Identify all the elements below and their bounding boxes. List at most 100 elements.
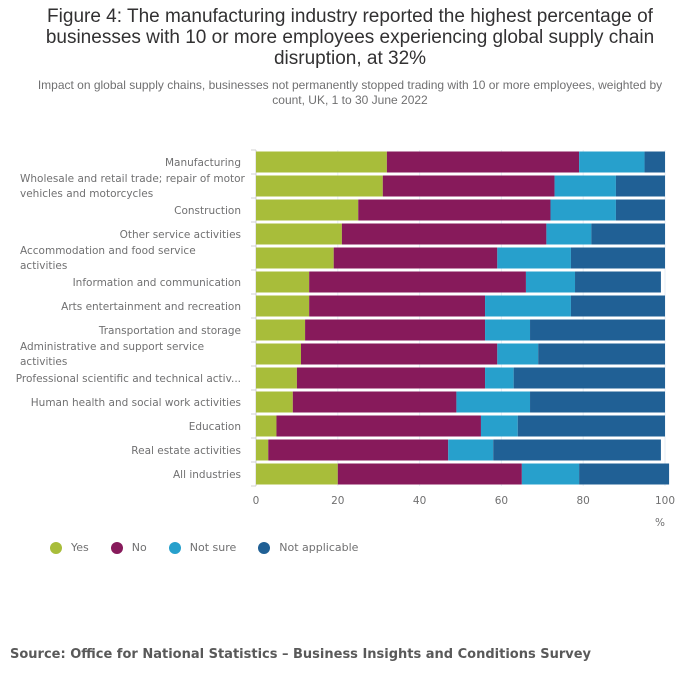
category-labels: Manufacturing Wholesale and retail trade;… xyxy=(16,157,246,481)
category-label: Other service activities xyxy=(120,229,241,241)
legend-label: Yes xyxy=(71,541,89,554)
bar-segment-not-applicable[interactable] xyxy=(530,319,665,341)
bar-segment-not-applicable[interactable] xyxy=(570,247,665,269)
bar-segment-not-applicable[interactable] xyxy=(517,415,665,437)
bar-segment-no[interactable] xyxy=(358,199,551,221)
category-label: Construction xyxy=(174,205,241,217)
bar-segment-not-sure[interactable] xyxy=(485,319,531,341)
x-tick-label: 20 xyxy=(331,495,344,507)
legend-marker-yes xyxy=(50,541,62,554)
legend-marker-no xyxy=(110,541,123,554)
category-label: activities xyxy=(20,356,67,368)
bar-segment-no[interactable] xyxy=(341,223,547,245)
bar-segment-no[interactable] xyxy=(292,391,457,413)
category-label: Arts entertainment and recreation xyxy=(61,301,241,313)
bar-segment-not-applicable[interactable] xyxy=(575,271,661,293)
bar-segment-not-sure[interactable] xyxy=(554,175,616,197)
bar-segment-no[interactable] xyxy=(305,319,486,341)
legend-label: No xyxy=(131,541,147,554)
bar-segment-not-applicable[interactable] xyxy=(615,175,665,197)
bar-segment-no[interactable] xyxy=(296,367,486,389)
bar-segment-not-applicable[interactable] xyxy=(591,223,665,245)
source-note: Source: Office for National Statistics –… xyxy=(10,647,592,662)
bar-segment-not-sure[interactable] xyxy=(497,247,571,269)
bar-segment-not-sure[interactable] xyxy=(550,199,616,221)
bar-segment-not-applicable[interactable] xyxy=(615,199,665,221)
x-tick-label: 60 xyxy=(495,495,508,507)
bar-segment-no[interactable] xyxy=(333,247,498,269)
bar-segment-not-sure[interactable] xyxy=(485,367,514,389)
legend-item-yes[interactable]: Yes xyxy=(50,541,89,554)
chart-subtitle: Impact on global supply chains, business… xyxy=(37,78,663,107)
bar-segment-not-sure[interactable] xyxy=(521,463,580,485)
category-label: Wholesale and retail trade; repair of mo… xyxy=(20,173,246,185)
legend-label: Not applicable xyxy=(279,541,359,554)
bar-segment-yes[interactable] xyxy=(256,271,310,293)
category-label: vehicles and motorcycles xyxy=(20,188,153,200)
legend-marker-not-applicable xyxy=(258,541,271,554)
bar-segment-yes[interactable] xyxy=(256,247,334,269)
x-tick-label: 80 xyxy=(577,495,590,507)
legend-item-not-sure[interactable]: Not sure xyxy=(168,541,237,554)
bars xyxy=(256,151,670,485)
bar-segment-yes[interactable] xyxy=(256,175,383,197)
bar-segment-no[interactable] xyxy=(300,343,498,365)
legend-item-not-applicable[interactable]: Not applicable xyxy=(258,541,358,554)
category-label: Administrative and support service xyxy=(20,341,204,353)
category-label: Human health and social work activities xyxy=(31,397,241,409)
bar-segment-not-applicable[interactable] xyxy=(513,367,665,389)
bar-segment-no[interactable] xyxy=(276,415,481,437)
bar-segment-not-sure[interactable] xyxy=(448,439,494,461)
bar-segment-not-sure[interactable] xyxy=(546,223,592,245)
legend-item-no[interactable]: No xyxy=(110,541,147,554)
x-axis-ticks: 0 20 40 60 80 100 xyxy=(253,495,675,507)
x-tick-label: 0 xyxy=(253,495,260,507)
category-label: Professional scientific and technical ac… xyxy=(16,373,241,385)
bar-segment-yes[interactable] xyxy=(256,367,297,389)
x-tick-label: 40 xyxy=(413,495,426,507)
category-label: Education xyxy=(189,421,241,433)
bar-segment-not-applicable[interactable] xyxy=(579,463,670,485)
category-label: activities xyxy=(20,260,67,272)
bar-segment-yes[interactable] xyxy=(256,295,310,317)
x-tick-label: 100 xyxy=(655,495,675,507)
bar-segment-no[interactable] xyxy=(309,295,486,317)
bar-segment-yes[interactable] xyxy=(256,439,269,461)
category-label: Real estate activities xyxy=(131,445,241,457)
bar-segment-no[interactable] xyxy=(382,175,555,197)
bar-segment-not-sure[interactable] xyxy=(485,295,571,317)
legend-marker-not-sure xyxy=(168,541,181,554)
bar-segment-not-sure[interactable] xyxy=(480,415,518,437)
bar-segment-yes[interactable] xyxy=(256,463,338,485)
bar-segment-yes[interactable] xyxy=(256,199,359,221)
legend: Yes No Not sure Not applicable xyxy=(50,541,380,554)
legend-label: Not sure xyxy=(189,541,237,554)
category-label: Manufacturing xyxy=(165,157,241,169)
category-label: Transportation and storage xyxy=(98,325,241,337)
bar-segment-yes[interactable] xyxy=(256,151,387,173)
chart-title: Figure 4: The manufacturing industry rep… xyxy=(45,6,655,69)
bar-segment-yes[interactable] xyxy=(256,415,277,437)
bar-segment-not-applicable[interactable] xyxy=(538,343,665,365)
bar-segment-no[interactable] xyxy=(337,463,522,485)
bar-segment-not-applicable[interactable] xyxy=(644,151,665,173)
bar-segment-yes[interactable] xyxy=(256,391,293,413)
category-label: Accommodation and food service xyxy=(20,245,196,257)
bar-segment-not-sure[interactable] xyxy=(525,271,576,293)
bar-segment-not-applicable[interactable] xyxy=(493,439,661,461)
category-label: Information and communication xyxy=(73,277,241,289)
bar-segment-not-applicable[interactable] xyxy=(530,391,665,413)
x-axis-unit-label: % xyxy=(655,517,665,529)
bar-segment-no[interactable] xyxy=(268,439,449,461)
bar-segment-no[interactable] xyxy=(386,151,580,173)
bar-segment-not-sure[interactable] xyxy=(456,391,531,413)
bar-segment-no[interactable] xyxy=(309,271,526,293)
bar-segment-not-applicable[interactable] xyxy=(570,295,665,317)
bar-segment-yes[interactable] xyxy=(256,223,342,245)
bar-segment-not-sure[interactable] xyxy=(497,343,539,365)
bar-segment-not-sure[interactable] xyxy=(579,151,645,173)
category-label: All industries xyxy=(173,469,241,481)
bar-segment-yes[interactable] xyxy=(256,319,306,341)
bar-segment-yes[interactable] xyxy=(256,343,301,365)
